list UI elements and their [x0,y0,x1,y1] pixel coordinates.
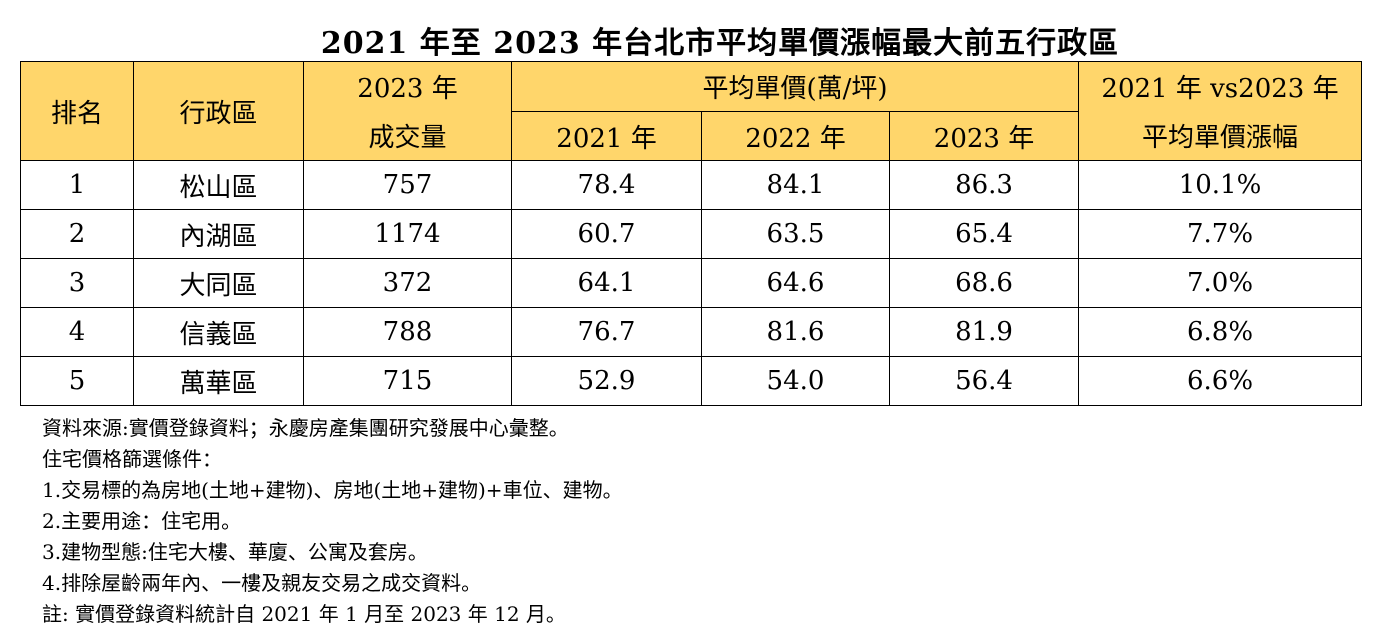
header-row-2: 成交量 2021 年 2022 年 2023 年 平均單價漲幅 [21,111,1363,161]
cell-price-2022: 54.0 [701,356,890,406]
table-row: 1 松山區 757 78.4 84.1 86.3 10.1% [20,160,1363,210]
header-row-1: 排名 行政區 2023 年 平均單價(萬/坪) 2021 年 vs2023 年 [20,61,1363,161]
cell-price-2021: 64.1 [511,258,702,308]
cell-growth: 6.6% [1078,356,1363,406]
cell-growth: 7.7% [1078,209,1363,259]
table-row: 4 信義區 788 76.7 81.6 81.9 6.8% [20,307,1363,357]
cell-volume: 715 [303,356,512,406]
cell-district: 松山區 [133,160,304,210]
header-year-2022: 2022 年 [701,111,890,161]
cell-volume: 757 [303,160,512,210]
cell-district: 信義區 [133,307,304,357]
cell-rank: 2 [20,209,134,259]
header-price-group: 平均單價(萬/坪) [510,61,1080,112]
table-row: 5 萬華區 715 52.9 54.0 56.4 6.6% [20,356,1363,406]
cell-volume: 1174 [303,209,512,259]
cell-growth: 7.0% [1078,258,1363,308]
cell-rank: 4 [20,307,134,357]
cell-price-2022: 81.6 [701,307,890,357]
cell-rank: 1 [20,160,134,210]
cell-growth: 10.1% [1078,160,1363,210]
header-year-2023: 2023 年 [888,111,1080,161]
cell-volume: 372 [303,258,512,308]
cell-price-2021: 76.7 [511,307,702,357]
header-growth-line2: 平均單價漲幅 [1078,111,1363,161]
header-district: 行政區 [133,61,304,161]
header-year-2021: 2021 年 [511,111,702,161]
cell-price-2023: 56.4 [888,356,1080,406]
note-period: 註: 實價登錄資料統計自 2021 年 1 月至 2023 年 12 月。 [42,602,566,626]
cell-rank: 5 [20,356,134,406]
cell-district: 萬華區 [133,356,304,406]
cell-volume: 788 [303,307,512,357]
cell-price-2021: 60.7 [511,209,702,259]
header-rank: 排名 [20,61,134,161]
cell-rank: 3 [20,258,134,308]
cell-price-2022: 64.6 [701,258,890,308]
table-row: 2 內湖區 1174 60.7 63.5 65.4 7.7% [20,209,1363,259]
header-volume-line1: 2023 年 [303,61,512,112]
cell-price-2022: 63.5 [701,209,890,259]
cell-growth: 6.8% [1078,307,1363,357]
cell-price-2021: 52.9 [511,356,702,406]
cell-price-2023: 65.4 [888,209,1080,259]
note-criteria-2: 2.主要用途：住宅用。 [42,509,242,533]
header-growth-line1: 2021 年 vs2023 年 [1078,61,1363,112]
footnotes: 資料來源:實價登錄資料；永慶房產集團研究發展中心彙整。 住宅價格篩選條件： 1.… [42,413,623,630]
note-criteria-1: 1.交易標的為房地(土地+建物)、房地(土地+建物)+車位、建物。 [42,478,623,502]
cell-price-2023: 81.9 [888,307,1080,357]
cell-price-2022: 84.1 [701,160,890,210]
note-source: 資料來源:實價登錄資料；永慶房產集團研究發展中心彙整。 [42,416,569,440]
header-volume-line2: 成交量 [303,111,512,161]
cell-district: 大同區 [133,258,304,308]
price-growth-table: 排名 行政區 2023 年 平均單價(萬/坪) 2021 年 vs2023 年 … [20,61,1363,406]
cell-district: 內湖區 [133,209,304,259]
table-row: 3 大同區 372 64.1 64.6 68.6 7.0% [20,258,1363,308]
cell-price-2021: 78.4 [511,160,702,210]
cell-price-2023: 68.6 [888,258,1080,308]
table-title: 2021 年至 2023 年台北市平均單價漲幅最大前五行政區 [320,26,1120,61]
cell-price-2023: 86.3 [888,160,1080,210]
note-criteria-4: 4.排除屋齡兩年內、一樓及親友交易之成交資料。 [42,571,482,595]
note-criteria-heading: 住宅價格篩選條件： [42,447,222,471]
note-criteria-3: 3.建物型態:住宅大樓、華廈、公寓及套房。 [42,540,428,564]
